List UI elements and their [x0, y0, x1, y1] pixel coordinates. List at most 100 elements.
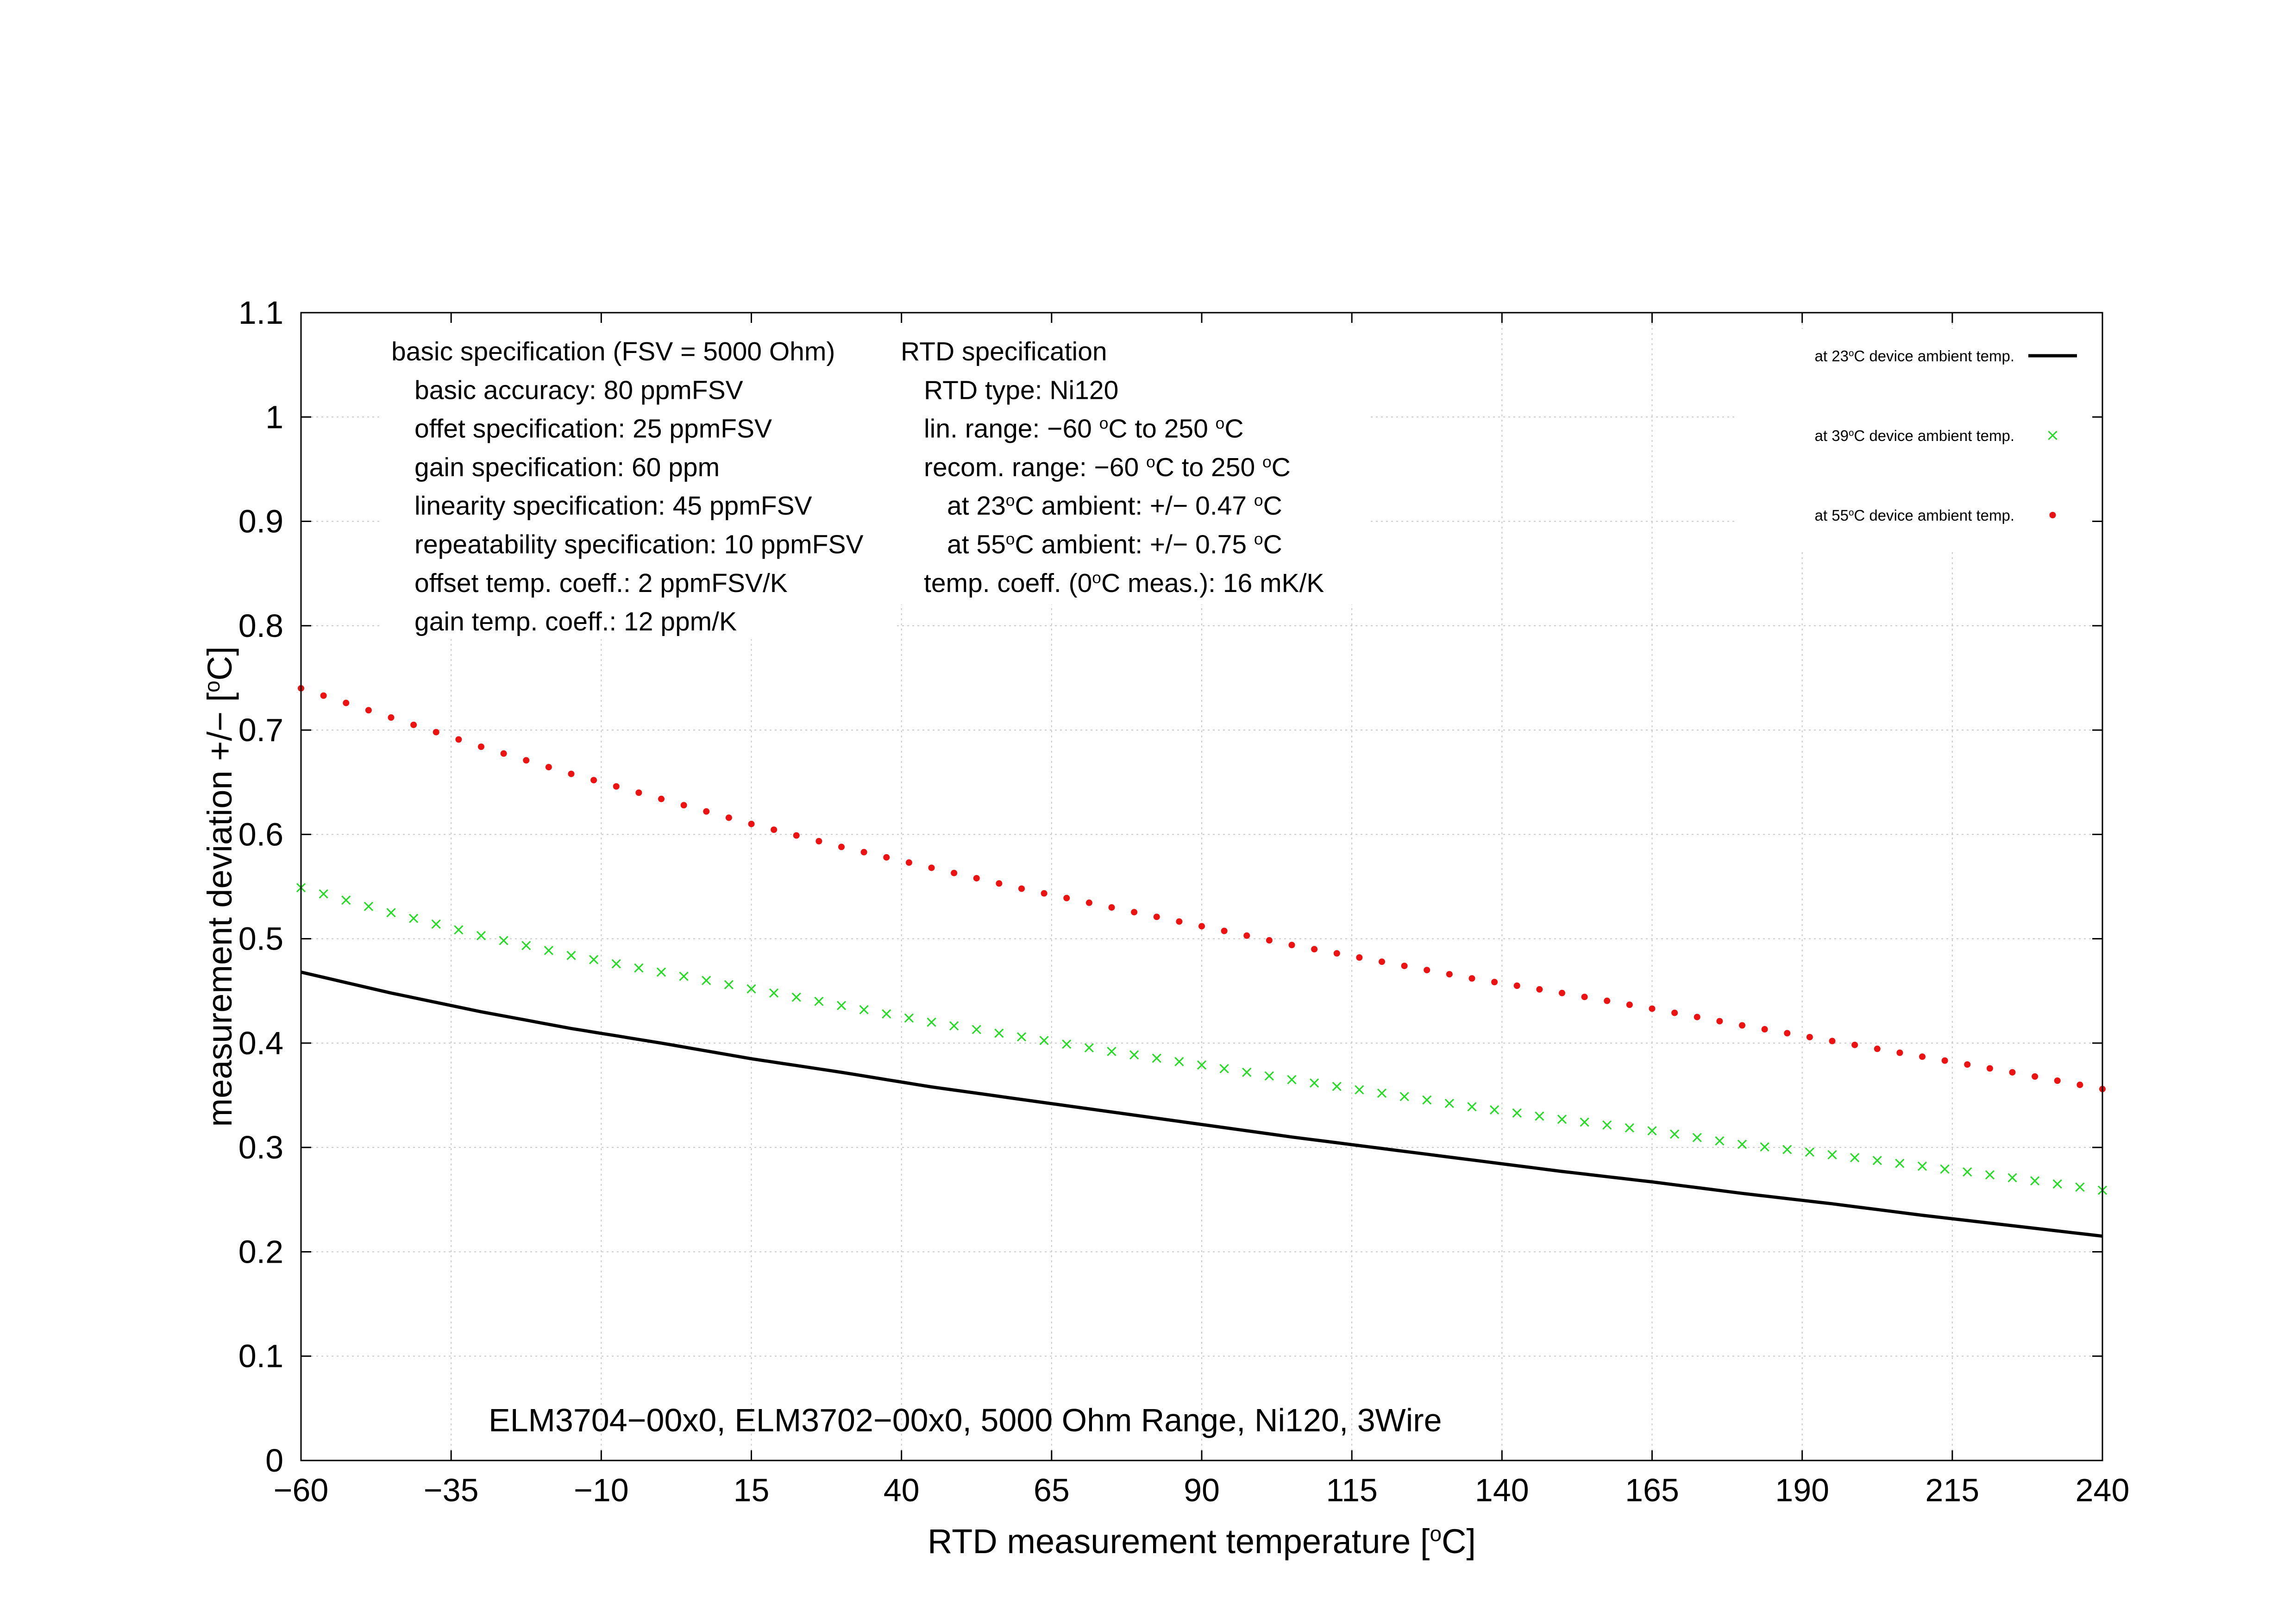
basic-spec-line: basic accuracy: 80 ppmFSV: [414, 375, 743, 405]
series-line: [301, 970, 2103, 1238]
series-x-marker: [1310, 1078, 1319, 1088]
series-dot-marker: [725, 814, 732, 821]
series-dot-marker: [1671, 1009, 1678, 1016]
axis-ticks: −60 −35 −10 15 40 65 90 115 140 165 190 215 240 0 0.1 0…: [238, 295, 2130, 1508]
series-dot-marker: [1198, 923, 1205, 930]
series-x-marker: [1670, 1129, 1680, 1139]
x-tick-label: 140: [1475, 1472, 1529, 1508]
series-x-marker: [1332, 1082, 1342, 1091]
series-x-marker: [386, 908, 396, 918]
series-x-marker: [904, 1013, 914, 1023]
series-x-marker: [1062, 1039, 1072, 1049]
series-x-marker: [2007, 1173, 2017, 1183]
basic-spec-line: linearity specification: 45 ppmFSV: [414, 491, 812, 521]
series-x-marker: [566, 950, 576, 960]
series-dot-marker: [1739, 1022, 1745, 1029]
series-x-marker: [1580, 1117, 1589, 1127]
series-dot-marker: [590, 777, 597, 784]
series-dot-marker: [1896, 1049, 1903, 1056]
series-dot-marker: [410, 721, 417, 728]
series-dot-marker: [1941, 1057, 1948, 1064]
series-dot-marker: [1333, 950, 1340, 957]
series-dot-marker: [1581, 994, 1588, 1001]
series-x-marker: [1377, 1088, 1387, 1098]
rtd-spec-line: at 23oC ambient: +/− 0.47 oC: [947, 491, 1282, 521]
series-dot-marker: [1851, 1041, 1858, 1048]
series-x-marker: [656, 967, 666, 977]
series-dot-marker: [1649, 1005, 1656, 1012]
series-dot-marker: [2032, 1073, 2039, 1080]
series-dot-marker: [680, 802, 687, 809]
series-dot-marker: [2076, 1082, 2083, 1089]
series-1: [296, 883, 2108, 1195]
rtd-spec-box: [887, 322, 1368, 604]
series-dot-marker: [1604, 997, 1611, 1004]
x-tick-label: 215: [1925, 1472, 1979, 1508]
series-dot-marker: [613, 783, 620, 790]
series-x-marker: [1895, 1158, 1905, 1168]
series-dot-marker: [1491, 979, 1498, 986]
series-x-marker: [1917, 1161, 1927, 1171]
series-x-marker: [1805, 1147, 1814, 1157]
spec-annotations: basic specification (FSV = 5000 Ohm) basi…: [380, 322, 1442, 1438]
series-x-marker: [1737, 1139, 1747, 1149]
series-x-marker: [994, 1028, 1004, 1038]
series-x-marker: [1692, 1133, 1702, 1142]
series-x-marker: [724, 980, 734, 989]
series-x-marker: [611, 959, 621, 969]
series-dot-marker: [1063, 894, 1070, 901]
series-dot-marker: [1716, 1018, 1723, 1025]
x-tick-label: −60: [274, 1472, 329, 1508]
series-x-marker: [1625, 1123, 1634, 1133]
series-dot-marker: [951, 869, 958, 876]
series-x-marker: [1535, 1111, 1544, 1121]
series-dot-marker: [1784, 1030, 1791, 1037]
series-x-marker: [1782, 1145, 1792, 1154]
series-dot-marker: [816, 838, 822, 845]
series-2: [298, 685, 2106, 1093]
series-dot-marker: [1041, 890, 1048, 897]
series-x-marker: [679, 971, 689, 981]
y-tick-label: 1: [265, 399, 283, 435]
series-x-marker: [972, 1025, 981, 1034]
series-dot-marker: [703, 808, 710, 815]
series-x-marker: [409, 913, 419, 923]
series-dot-marker: [1131, 909, 1138, 916]
series-dot-marker: [1626, 1001, 1633, 1008]
series-x-marker: [1985, 1170, 1995, 1180]
series-dot-marker: [343, 699, 350, 706]
series-x-marker: [544, 945, 553, 956]
series-dot-marker: [1536, 986, 1543, 993]
basic-spec-line: offet specification: 25 ppmFSV: [414, 414, 772, 444]
series-x-marker: [499, 936, 508, 945]
series-x-marker: [2052, 1179, 2062, 1189]
series-dot-marker: [1424, 967, 1430, 974]
series-dot-marker: [1153, 913, 1160, 920]
series-x-marker: [791, 992, 801, 1002]
series-dot-marker: [1266, 937, 1273, 944]
series-dot-marker: [1356, 954, 1363, 961]
y-axis-label: measurement deviation +/− [oC]: [200, 646, 239, 1127]
axis-labels: RTD measurement temperature [oC] measurem…: [200, 646, 1476, 1561]
series-x-marker: [2030, 1176, 2040, 1186]
series-x-marker: [1444, 1098, 1454, 1108]
series-x-marker: [1512, 1108, 1522, 1118]
series-x-marker: [1264, 1071, 1274, 1081]
x-tick-label: 40: [884, 1472, 920, 1508]
series-x-marker: [1219, 1064, 1229, 1074]
series-dot-marker: [523, 757, 530, 764]
x-tick-label: −10: [574, 1472, 629, 1508]
series-dot-marker: [1446, 971, 1453, 978]
series-dot-marker: [1468, 975, 1475, 982]
series-dot-marker: [1694, 1013, 1700, 1020]
x-tick-label: 115: [1326, 1472, 1378, 1508]
basic-spec-line: basic specification (FSV = 5000 Ohm): [391, 337, 835, 366]
series-dot-marker: [365, 707, 372, 714]
series-dot-marker: [568, 770, 575, 777]
x-tick-label: 190: [1775, 1472, 1829, 1508]
series-0: [301, 970, 2103, 1238]
series-x-marker: [476, 931, 486, 940]
series-dot-marker: [1108, 904, 1115, 911]
